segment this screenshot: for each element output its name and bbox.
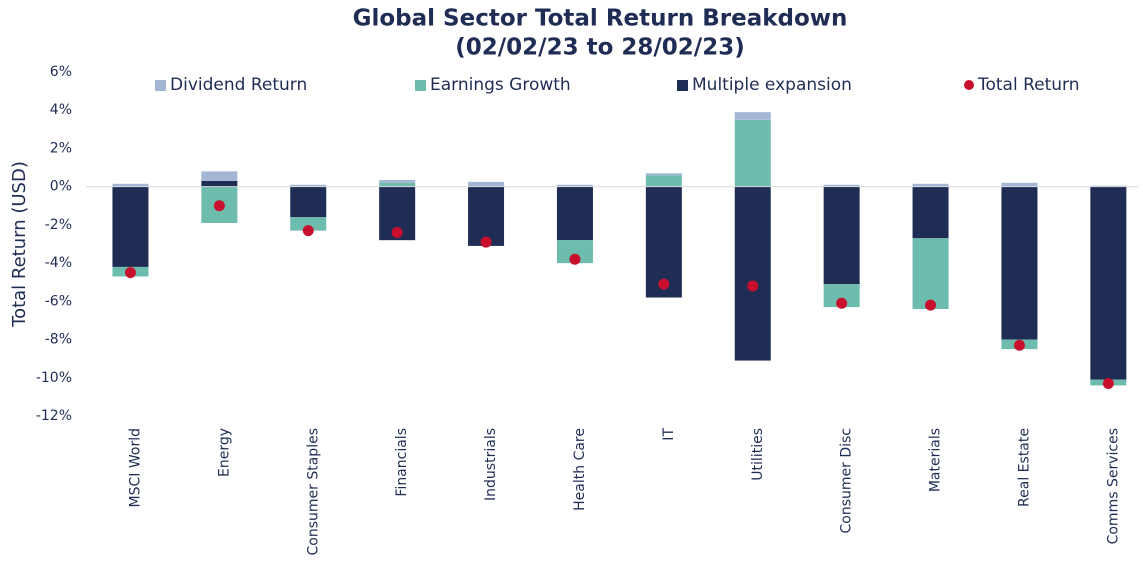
x-tick-label: Real Estate [1016,428,1032,507]
legend-label: Multiple expansion [692,75,852,95]
total-return-dot [925,299,937,311]
bar-segment [1001,182,1038,187]
bar-segment [379,182,416,187]
legend-marker [155,80,166,91]
y-axis-label: Total Return (USD) [9,161,30,328]
total-return-dot [569,253,581,265]
bar-segment [912,183,949,187]
bar-segment [556,240,593,264]
x-tick-label: MSCI World [127,428,143,507]
x-tick-label: Energy [216,428,232,477]
bar-segment [556,184,593,187]
x-tick-label: Financials [394,428,410,497]
total-return-dot [302,225,314,237]
x-tick-label: Industrials [483,428,499,501]
total-return-dot [747,280,759,292]
total-return-dot [391,227,403,239]
legend-label: Dividend Return [170,75,307,95]
bar-segment [912,238,949,309]
bar-segment [734,119,771,187]
y-tick-label: 0% [50,179,72,195]
chart-subtitle: (02/02/23 to 28/02/23) [455,35,744,61]
bar-segment [201,180,238,187]
x-tick-label: Comms Services [1105,428,1121,544]
bar-segment [112,186,149,267]
legend-marker [677,80,688,91]
y-tick-label: -6% [45,293,72,309]
legend-marker [964,80,974,90]
y-tick-label: -4% [45,255,72,271]
total-return-dot [836,297,848,309]
total-return-dot [480,236,492,248]
x-tick-label: Health Care [572,428,588,511]
bar-segment [290,184,327,187]
bar-segment [645,175,682,187]
bar-segment [734,112,771,120]
bar-segment [1001,186,1038,340]
legend-label: Earnings Growth [430,75,571,95]
bar-segment [734,186,771,361]
total-return-dot [1013,339,1025,351]
total-return-dot [1102,378,1114,390]
x-tick-label: Materials [928,428,944,492]
total-return-dot [213,200,225,212]
bar-segment [556,186,593,241]
bar-segment [823,184,860,187]
bar-segment [468,181,505,187]
bar-segment [112,183,149,187]
y-tick-label: -2% [45,217,72,233]
y-tick-label: -12% [36,408,72,424]
legend-marker [415,80,426,91]
bar-segment [645,173,682,176]
y-tick-label: 4% [50,102,72,118]
total-return-dot [658,278,670,290]
bar-segment [290,186,327,218]
legend-label: Total Return [977,75,1080,95]
bar-segment [823,284,860,308]
x-tick-label: Consumer Staples [305,428,321,555]
y-tick-label: 2% [50,140,72,156]
bar-segment [379,179,416,183]
x-tick-label: Utilities [750,428,766,481]
bar-segment [201,171,238,181]
chart-title: Global Sector Total Return Breakdown [353,6,848,32]
bar-segment [912,186,949,239]
x-tick-label: Consumer Disc [839,428,855,534]
bar-segment [823,186,860,285]
bar-segment [290,217,327,231]
x-tick-label: IT [661,428,677,441]
y-tick-label: -10% [36,370,72,386]
total-return-dot [124,267,136,279]
y-tick-label: 6% [50,64,72,80]
bar-segment [1090,186,1127,380]
bar-segment [468,186,505,246]
y-tick-label: -8% [45,332,72,348]
